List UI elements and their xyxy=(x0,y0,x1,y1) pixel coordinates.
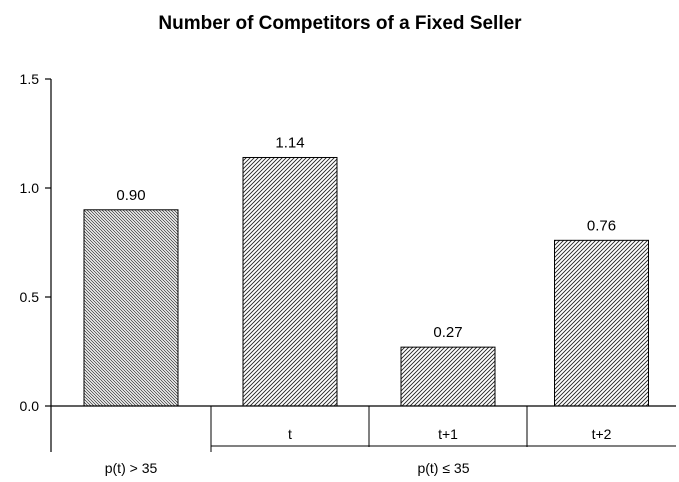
x-category-label: t xyxy=(288,426,292,442)
y-tick-label: 1.0 xyxy=(20,180,40,196)
value-label: 1.14 xyxy=(275,134,304,151)
x-group-label: p(t) > 35 xyxy=(105,460,158,476)
bar-2 xyxy=(242,156,338,407)
x-axis: t t+1 t+2 p(t) > 35 p(t) ≤ 35 xyxy=(51,405,676,476)
value-label: 0.90 xyxy=(116,187,145,204)
chart-title: Number of Competitors of a Fixed Seller xyxy=(158,13,522,34)
value-label: 0.27 xyxy=(433,324,462,341)
bar-3 xyxy=(400,346,496,407)
y-tick-label: 0.5 xyxy=(20,289,40,305)
x-category-label: t+2 xyxy=(592,426,612,442)
value-label: 0.76 xyxy=(587,217,616,234)
bar-1 xyxy=(83,209,179,407)
y-tick-label: 0.0 xyxy=(20,398,40,414)
bar-4 xyxy=(554,239,649,407)
value-labels: 0.90 1.14 0.27 0.76 xyxy=(116,134,616,341)
y-tick-label: 1.5 xyxy=(20,71,40,87)
bars xyxy=(83,156,649,407)
x-group-label: p(t) ≤ 35 xyxy=(417,460,469,476)
x-category-label: t+1 xyxy=(438,426,458,442)
y-axis: 0.0 0.5 1.0 1.5 xyxy=(20,71,52,452)
